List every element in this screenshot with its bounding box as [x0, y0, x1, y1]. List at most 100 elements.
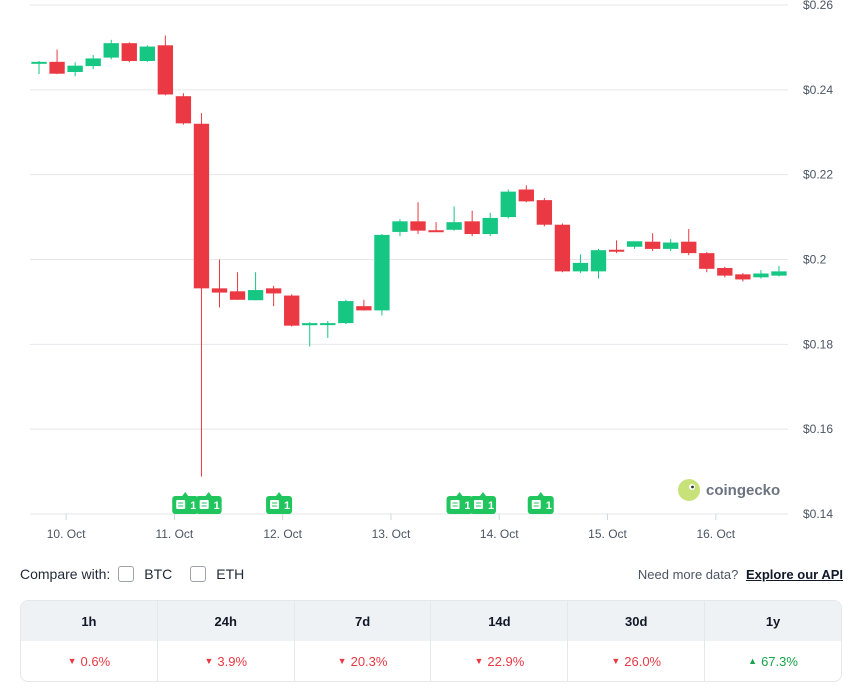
- candle[interactable]: [771, 265, 787, 277]
- candle-body: [85, 58, 101, 67]
- caret-down-icon: ▼: [611, 656, 621, 666]
- y-axis-labels: $0.26 $0.24 $0.22 $0.2 $0.18 $0.16 $0.14: [803, 0, 833, 521]
- candle[interactable]: [85, 55, 101, 70]
- candle[interactable]: [284, 294, 300, 327]
- candle-body: [157, 45, 174, 95]
- candle[interactable]: [31, 60, 47, 75]
- caret-down-icon: ▼: [337, 656, 347, 666]
- candle[interactable]: [681, 228, 697, 256]
- candle-body: [482, 217, 498, 235]
- caret-up-icon: ▲: [748, 656, 758, 666]
- newspaper-icon: [270, 500, 280, 509]
- candle-body: [446, 222, 462, 230]
- perf-value-text: 3.9%: [217, 653, 248, 669]
- eth-checkbox[interactable]: [190, 566, 207, 582]
- candle[interactable]: [590, 248, 607, 279]
- candle[interactable]: [626, 241, 643, 249]
- candle-body: [554, 224, 571, 272]
- candle[interactable]: [753, 270, 769, 279]
- coingecko-watermark: coingecko: [678, 479, 780, 501]
- candle[interactable]: [320, 321, 336, 338]
- candle[interactable]: [428, 222, 444, 233]
- caret-down-icon: ▼: [204, 656, 214, 666]
- candle[interactable]: [735, 273, 751, 282]
- news-marker-pointer: [182, 492, 189, 496]
- perf-value-text: 26.0%: [624, 653, 662, 669]
- perf-value: ▼ 22.9%: [431, 641, 567, 681]
- y-tick-label: $0.2: [803, 253, 827, 267]
- caret-down-icon: ▼: [67, 656, 77, 666]
- news-markers[interactable]: 1 1 1 1 1 1: [172, 492, 554, 514]
- candle[interactable]: [338, 299, 354, 324]
- x-axis-labels: 10. Oct 11. Oct 12. Oct 13. Oct 14. Oct 15. O…: [47, 514, 736, 541]
- x-tick-label: 10. Oct: [47, 527, 86, 541]
- news-marker[interactable]: 1: [469, 492, 496, 514]
- news-marker[interactable]: 1: [446, 492, 473, 514]
- candle-body: [608, 249, 625, 252]
- x-tick-label: 15. Oct: [588, 527, 627, 541]
- perf-value-text: 0.6%: [80, 653, 111, 669]
- candle[interactable]: [247, 272, 264, 301]
- candle[interactable]: [265, 285, 282, 307]
- news-marker[interactable]: 1: [195, 492, 222, 514]
- explore-api-link[interactable]: Explore our API: [745, 566, 843, 582]
- candle-body: [392, 221, 408, 232]
- candle[interactable]: [446, 206, 462, 231]
- x-tick-label: 11. Oct: [155, 527, 193, 541]
- candle[interactable]: [608, 240, 625, 254]
- candle[interactable]: [211, 259, 228, 308]
- perf-value: ▼ 3.9%: [158, 641, 294, 681]
- candle[interactable]: [229, 272, 246, 300]
- compare-btc[interactable]: BTC: [118, 566, 172, 582]
- price-chart[interactable]: $0.26 $0.24 $0.22 $0.2 $0.18 $0.16 $0.14 10. O…: [0, 0, 858, 555]
- perf-col-7d: 7d ▼ 20.3%: [294, 601, 432, 681]
- compare-row: Compare with: BTC ETH Need more data? Ex…: [20, 563, 843, 585]
- candle-body: [302, 323, 318, 326]
- candle[interactable]: [644, 233, 661, 252]
- perf-col-14d: 14d ▼ 22.9%: [431, 601, 569, 681]
- candle[interactable]: [482, 212, 498, 237]
- news-marker[interactable]: 1: [266, 492, 293, 514]
- candle[interactable]: [464, 210, 480, 237]
- api-note: Need more data? Explore our API: [638, 567, 843, 582]
- candle[interactable]: [518, 185, 534, 203]
- candle[interactable]: [500, 189, 516, 219]
- candle[interactable]: [374, 234, 390, 316]
- candle[interactable]: [572, 254, 589, 274]
- candle[interactable]: [717, 266, 733, 278]
- btc-checkbox[interactable]: [118, 566, 135, 582]
- candle[interactable]: [410, 202, 426, 235]
- caret-down-icon: ▼: [474, 656, 484, 666]
- compare-eth[interactable]: ETH: [190, 566, 244, 582]
- candle-body: [699, 253, 715, 269]
- perf-header: 24h: [157, 601, 294, 641]
- candle[interactable]: [302, 322, 318, 347]
- candle[interactable]: [139, 45, 155, 62]
- perf-value: ▲ 67.3%: [705, 641, 841, 681]
- candle[interactable]: [356, 299, 372, 311]
- newspaper-icon: [531, 500, 541, 509]
- candle[interactable]: [157, 35, 174, 96]
- candle[interactable]: [536, 197, 553, 227]
- candle-body: [247, 290, 264, 301]
- news-marker[interactable]: 1: [172, 492, 199, 514]
- news-marker[interactable]: 1: [527, 492, 554, 514]
- candle[interactable]: [193, 113, 210, 477]
- candle-body: [49, 61, 65, 74]
- candle[interactable]: [175, 93, 192, 125]
- candle[interactable]: [392, 219, 408, 237]
- candle-body: [717, 267, 733, 276]
- candle[interactable]: [67, 62, 83, 77]
- news-marker-pointer: [276, 492, 283, 496]
- candle[interactable]: [554, 223, 571, 273]
- btc-label: BTC: [144, 566, 173, 582]
- candle[interactable]: [121, 42, 137, 63]
- candle[interactable]: [103, 39, 119, 60]
- candle[interactable]: [49, 49, 65, 75]
- news-marker-count: 1: [488, 500, 494, 512]
- candle-body: [626, 241, 643, 247]
- candle-body: [284, 295, 300, 326]
- candle[interactable]: [663, 239, 679, 252]
- news-marker-pointer: [456, 492, 463, 496]
- candle[interactable]: [699, 251, 715, 273]
